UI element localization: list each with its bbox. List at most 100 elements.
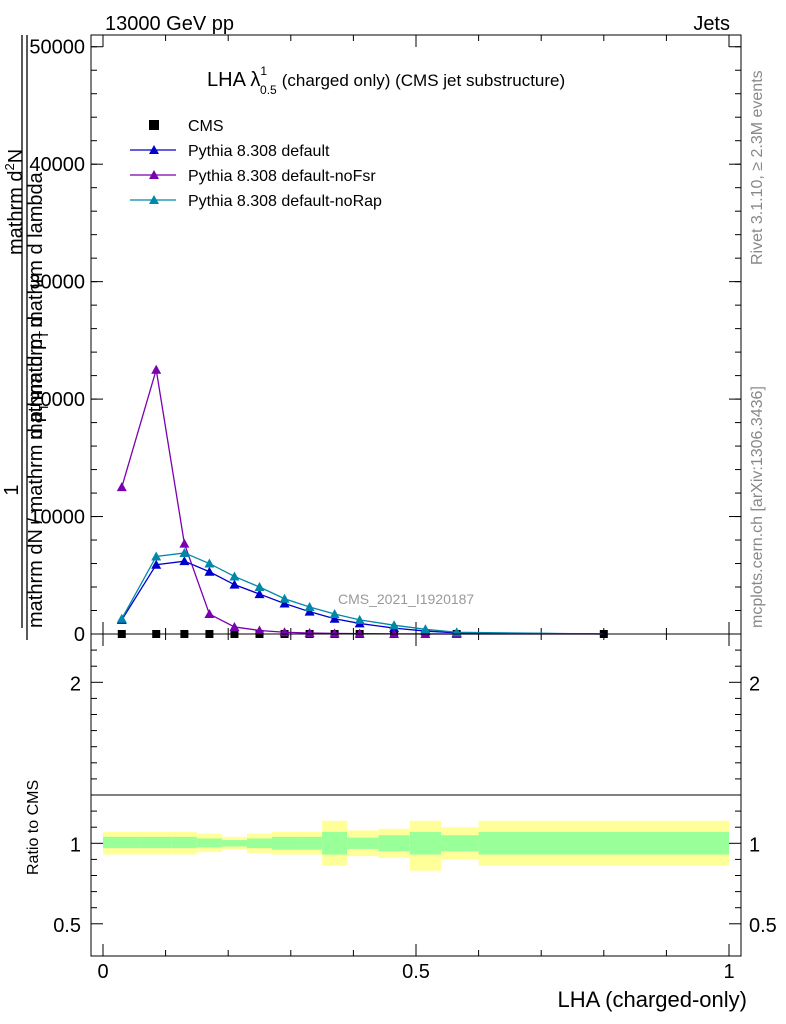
ylabel-top: N [5, 149, 27, 163]
plot-title-main: LHA λ [207, 69, 260, 91]
ratio-x-axis: 0 0.5 1 [97, 634, 735, 983]
main-y-tick-label: 20000 [29, 389, 85, 411]
legend-label: Pythia 8.308 default-noFsr [188, 168, 376, 185]
ratio-y-tick-label-right: 2 [749, 673, 760, 695]
ratio-band-inner [221, 840, 247, 847]
ylabel-main-rest: mathrm d lambda [25, 171, 47, 327]
ratio-band-inner [441, 835, 479, 852]
series-point-2 [116, 482, 127, 492]
mcplots-label: mcplots.cern.ch [arXiv:1306.3436] [749, 386, 766, 628]
plot-title-sub: 0.5 [260, 83, 277, 97]
ylabel-mid-sup: 2 [2, 163, 17, 170]
ratio-y-tick-label: 0.5 [53, 915, 81, 937]
ratio-x-tick-label: 1 [723, 961, 734, 983]
series-point-3 [354, 614, 365, 624]
main-y-axis: 0 10000 20000 30000 40000 50000 [29, 37, 741, 646]
ylabel-mid: mathrm d2N [2, 149, 27, 255]
main-y-tick-label: 50000 [29, 37, 85, 59]
ratio-band-inner [171, 836, 197, 849]
series-point-2 [304, 628, 315, 638]
plot-title-sup: 1 [260, 64, 267, 78]
series-point-1 [279, 598, 290, 608]
legend-label: CMS [188, 118, 224, 135]
ratio-y-axis: 0.5 0.5 1 1 2 2 [53, 649, 777, 937]
main-y-axis-label: 1 mathrm dN / mathrm d p Tmathrm d mathrm… [1, 35, 51, 640]
series-line-1 [121, 560, 604, 635]
ratio-x-tick-label: 0.5 [402, 961, 430, 983]
ylabel-numerator: 1 [1, 484, 23, 495]
series-point-2 [420, 628, 431, 638]
ylabel-main: mathrm d pTmathrm d lambda [25, 171, 51, 440]
ylabel-denominator: mathrm dN / mathrm d pTmathrm d [25, 316, 51, 628]
plot-title: LHA λ1 0.5 (charged only) (CMS jet substru… [207, 64, 565, 97]
series-point-2 [179, 538, 190, 548]
series-point-3 [420, 624, 431, 634]
ratio-x-tick-label: 0 [97, 961, 108, 983]
ratio-band-inner [378, 835, 410, 852]
plot-title-rest: (charged only) (CMS jet substructure) [282, 71, 565, 90]
ratio-band-inner [272, 836, 298, 850]
series-point-3 [279, 593, 290, 603]
series-point-3 [329, 609, 340, 619]
legend-label: Pythia 8.308 default [188, 143, 330, 160]
series-point-2 [229, 621, 240, 631]
ratio-band-inner [246, 838, 273, 849]
main-y-tick-label: 40000 [29, 154, 85, 176]
series-point-1 [204, 566, 215, 576]
x-axis-label: LHA (charged-only) [557, 987, 747, 1012]
ratio-band-inner [347, 837, 379, 849]
legend-marker [149, 145, 159, 154]
category-label: Jets [693, 13, 730, 35]
legend-marker [149, 195, 159, 204]
series-point-2 [204, 609, 215, 619]
series-point-2 [254, 625, 265, 635]
ratio-bands [103, 820, 729, 871]
series-point-1 [151, 559, 162, 569]
ratio-y-axis-label: Ratio to CMS [25, 780, 42, 875]
series-point-3 [254, 582, 265, 592]
series-point-3 [229, 571, 240, 581]
ylabel-main-part: mathrm d p [25, 339, 47, 440]
series-point-3 [389, 620, 400, 630]
series-line-3 [121, 552, 604, 635]
series-point-1 [179, 556, 190, 566]
analysis-watermark: CMS_2021_I1920187 [338, 591, 474, 607]
ylabel-denominator-main: mathrm dN / mathrm d p [25, 411, 47, 628]
series-point-1 [254, 589, 265, 599]
ylabel-main-sub: T [36, 331, 51, 339]
ratio-band-inner [103, 836, 141, 849]
series-layer [116, 364, 608, 638]
ratio-band-inner [478, 832, 729, 855]
energy-label: 13000 GeV pp [105, 13, 234, 35]
ratio-band-inner [140, 836, 172, 849]
ratio-band-inner [297, 836, 323, 850]
series-point-3 [151, 551, 162, 561]
legend-marker-cms [149, 120, 159, 130]
series-point-2 [329, 628, 340, 638]
series-point-3 [179, 547, 190, 557]
legend-label: Pythia 8.308 default-noRap [188, 193, 382, 210]
series-point-1 [304, 606, 315, 616]
ratio-band-inner [196, 838, 222, 848]
series-point-3 [204, 558, 215, 568]
rivet-label: Rivet 3.1.10, ≥ 2.3M events [749, 70, 766, 265]
ratio-band-inner [409, 832, 442, 855]
series-point-1 [229, 579, 240, 589]
series-point-1 [329, 613, 340, 623]
main-y-tick-label: 30000 [29, 272, 85, 294]
ylabel-mid-main: mathrm d [5, 171, 27, 255]
ratio-y-tick-label-right: 1 [749, 834, 760, 856]
legend: CMS Pythia 8.308 default Pythia 8.308 defa… [130, 118, 382, 210]
ratio-y-tick-label: 1 [70, 834, 81, 856]
main-y-tick-label: 0 [74, 624, 85, 646]
series-point-3 [304, 601, 315, 611]
legend-marker [149, 170, 159, 179]
series-point-2 [151, 364, 162, 374]
ratio-y-tick-label-right: 0.5 [749, 915, 777, 937]
series-point-2 [389, 628, 400, 638]
ratio-band-inner [322, 832, 348, 855]
series-point-3 [116, 613, 127, 623]
main-y-tick-label: 10000 [29, 507, 85, 529]
series-point-2 [354, 628, 365, 638]
